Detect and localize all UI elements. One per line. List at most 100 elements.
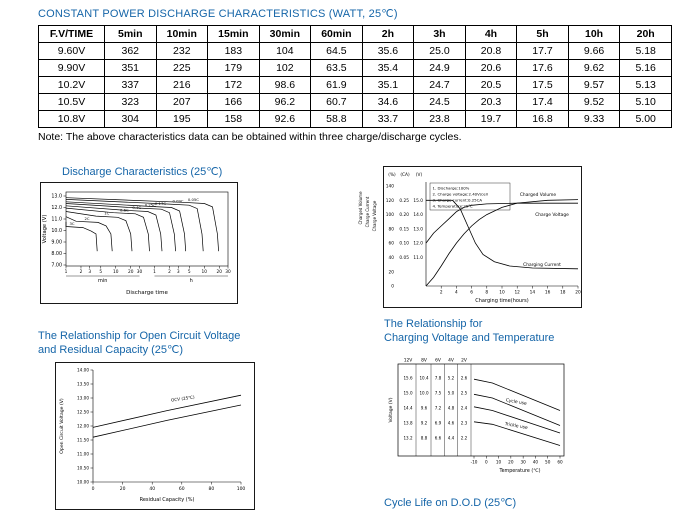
value-cell: 20.8: [464, 42, 518, 60]
value-cell: 17.4: [516, 93, 569, 111]
svg-text:80: 80: [389, 226, 395, 232]
svg-text:18: 18: [560, 290, 566, 296]
value-cell: 5.00: [619, 110, 672, 128]
svg-text:13.0: 13.0: [51, 194, 62, 200]
svg-text:0.6C: 0.6C: [120, 207, 129, 212]
value-cell: 216: [155, 76, 209, 94]
svg-text:20: 20: [508, 460, 514, 465]
svg-text:20: 20: [128, 269, 134, 275]
svg-text:100: 100: [386, 212, 394, 218]
svg-text:6: 6: [470, 290, 473, 296]
svg-text:2.2: 2.2: [461, 436, 468, 441]
svg-text:0.4C: 0.4C: [132, 205, 141, 210]
svg-text:Trickle use: Trickle use: [503, 421, 528, 431]
table-header-row: F.V/TIME 5min 10min 15min 30min 60min 2h 3h 4h 5h…: [38, 25, 672, 43]
table-header-cell: 5h: [516, 25, 569, 43]
svg-text:2.4: 2.4: [461, 406, 468, 411]
value-cell: 92.6: [258, 110, 312, 128]
svg-text:Voltage (V): Voltage (V): [42, 215, 48, 244]
svg-text:Temperature (℃): Temperature (℃): [498, 468, 540, 474]
svg-text:14.0: 14.0: [413, 212, 423, 218]
svg-text:6V: 6V: [435, 358, 441, 364]
value-cell: 5.18: [619, 42, 672, 60]
svg-text:0.25C: 0.25C: [145, 203, 156, 208]
svg-text:5: 5: [188, 269, 191, 275]
svg-text:120: 120: [386, 198, 394, 204]
svg-text:2: 2: [440, 290, 443, 296]
table-header-cell: 30min: [258, 25, 312, 43]
svg-text:60: 60: [179, 486, 185, 492]
svg-text:15.6: 15.6: [403, 376, 413, 381]
svg-text:13.00: 13.00: [77, 396, 89, 401]
fv-cell: 10.2V: [38, 76, 105, 94]
discharge-table: F.V/TIME 5min 10min 15min 30min 60min 2h 3h 4h 5h…: [38, 25, 672, 128]
axes: Voltage (V) 12V 8V 6V 4V 2V 15.6 10.4 7.8 5.2 2.6 1…: [388, 358, 563, 475]
svg-text:7.5: 7.5: [435, 391, 442, 396]
table-row: 9.60V 362 232 183 104 64.5 35.6 25.0 20.8 17.7 9.6…: [38, 42, 672, 60]
svg-text:0.05C: 0.05C: [188, 197, 199, 202]
svg-text:30: 30: [520, 460, 526, 465]
value-cell: 304: [104, 110, 157, 128]
table-row: 10.8V 304 195 158 92.6 58.8 33.7 23.8 19.7 16.8 9.…: [38, 110, 672, 128]
table-row: 10.2V 337 216 172 98.6 61.9 35.1 24.7 20.5 17.5 9.…: [38, 76, 672, 94]
svg-text:0.25: 0.25: [399, 198, 409, 204]
value-cell: 5.10: [619, 93, 672, 111]
svg-text:40: 40: [149, 486, 155, 492]
svg-text:2.6: 2.6: [461, 376, 468, 381]
svg-text:0: 0: [391, 284, 394, 290]
svg-text:1. Discharge:100%: 1. Discharge:100%: [433, 186, 470, 191]
value-cell: 96.2: [258, 93, 312, 111]
table-header-cell: F.V/TIME: [38, 25, 105, 43]
side-axis-captions: Charged Volume Charge Current Charge Volta…: [358, 191, 377, 231]
svg-text:20: 20: [217, 269, 223, 275]
svg-text:7.2: 7.2: [435, 406, 442, 411]
charging-voltage-temp-heading: The Relationship for Charging Voltage an…: [384, 317, 554, 345]
value-cell: 24.9: [413, 59, 466, 77]
value-cell: 5.13: [619, 76, 672, 94]
svg-text:10: 10: [113, 269, 119, 275]
svg-text:4.4: 4.4: [448, 436, 455, 441]
svg-text:2.5: 2.5: [461, 391, 468, 396]
svg-text:30: 30: [225, 269, 231, 275]
svg-text:-10: -10: [471, 460, 478, 465]
svg-text:2: 2: [168, 269, 171, 275]
svg-text:5.2: 5.2: [448, 376, 455, 381]
svg-text:0.09C: 0.09C: [172, 199, 183, 204]
value-cell: 225: [155, 59, 209, 77]
svg-text:Charged Volume: Charged Volume: [520, 192, 557, 198]
value-cell: 9.52: [567, 93, 621, 111]
svg-text:10: 10: [496, 460, 502, 465]
value-cell: 17.5: [516, 76, 569, 94]
value-cell: 9.62: [567, 59, 621, 77]
temperature-bands: Cycle use Trickle use: [473, 378, 561, 446]
svg-text:20: 20: [120, 486, 126, 492]
ocv-chart-heading: The Relationship for Open Circuit Voltag…: [38, 329, 240, 357]
value-cell: 158: [207, 110, 260, 128]
svg-text:9.00: 9.00: [51, 240, 62, 246]
svg-text:5.0: 5.0: [448, 391, 455, 396]
fv-cell: 10.5V: [38, 93, 105, 111]
value-cell: 9.66: [567, 42, 621, 60]
ocv-heading-line1: The Relationship for Open Circuit Voltag…: [38, 330, 241, 342]
value-cell: 23.8: [413, 110, 466, 128]
svg-text:100: 100: [237, 486, 246, 492]
value-cell: 166: [207, 93, 260, 111]
table-header-cell: 15min: [207, 25, 260, 43]
value-cell: 35.6: [361, 42, 415, 60]
axes: 14.00 13.50 13.00 12.50 12.00 11.50 11.00 10.50…: [59, 368, 245, 503]
svg-text:50: 50: [545, 460, 551, 465]
svg-text:Charge Voltage: Charge Voltage: [535, 212, 569, 218]
svg-text:60: 60: [389, 241, 395, 247]
svg-text:6.6: 6.6: [435, 436, 442, 441]
table-row: 10.5V 323 207 166 96.2 60.7 34.6 24.5 20.3 17.4 9.…: [38, 93, 672, 111]
table-header-cell: 3h: [413, 25, 466, 43]
svg-text:4. Temperature:25℃: 4. Temperature:25℃: [433, 204, 474, 209]
svg-text:3: 3: [88, 269, 91, 275]
discharge-chart-heading: Discharge Characteristics (25℃): [62, 166, 223, 178]
svg-text:Charge Current: Charge Current: [365, 196, 370, 227]
value-cell: 63.5: [310, 59, 363, 77]
table-header-cell: 2h: [361, 25, 415, 43]
svg-text:(V): (V): [416, 172, 423, 178]
charging-heading-line2: Charging Voltage and Temperature: [384, 332, 555, 344]
svg-text:16: 16: [545, 290, 551, 296]
